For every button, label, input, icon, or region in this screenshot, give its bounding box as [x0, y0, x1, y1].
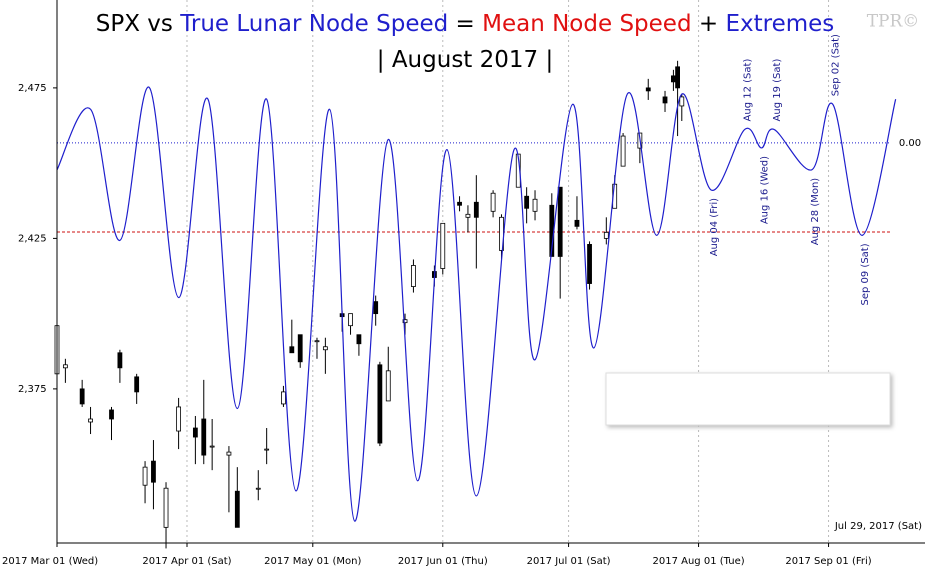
candle-body: [587, 244, 592, 284]
candle-body: [532, 198, 538, 212]
title-part: Mean Node Speed: [482, 11, 691, 37]
marks: [54, 60, 897, 549]
candle-body: [281, 391, 286, 405]
candle-body: [176, 406, 182, 432]
candle-body: [79, 388, 85, 405]
candle-body: [289, 346, 295, 354]
candle-body: [117, 352, 123, 369]
candle-body: [142, 466, 148, 486]
annotation: Sep 09 (Sat): [860, 243, 871, 305]
candle-body: [679, 96, 685, 107]
candle-body: [603, 231, 609, 239]
title-part: SPX vs: [96, 11, 180, 37]
candle-body: [402, 319, 408, 324]
candle-body: [373, 301, 379, 315]
candle-body: [524, 195, 530, 209]
x-tick-label: 2017 May 01 (Mon): [264, 556, 361, 567]
candle-body: [314, 340, 320, 343]
candle-body: [671, 75, 676, 83]
candle-body: [201, 418, 207, 456]
node-speed-line: [56, 86, 897, 522]
candle-body: [465, 213, 471, 218]
grid: [53, 0, 890, 547]
chart-title: SPX vs True Lunar Node Speed = Mean Node…: [96, 11, 835, 37]
candle-body: [356, 334, 362, 345]
y-tick-label: 2,375: [18, 384, 47, 395]
candle-body: [109, 409, 114, 420]
candle-body: [163, 487, 169, 528]
chart-title: | August 2017 |: [377, 47, 553, 73]
candle-body: [234, 490, 240, 528]
candle-body: [574, 219, 580, 227]
candle-body: [348, 313, 353, 327]
candle-body: [322, 346, 328, 351]
title-part: =: [448, 11, 482, 37]
annotation: Aug 16 (Wed): [759, 156, 770, 224]
candle-body: [645, 87, 651, 92]
title-part: +: [692, 11, 726, 37]
candle-body: [557, 186, 563, 257]
note-box: [605, 372, 891, 426]
candle-body: [385, 370, 391, 402]
candle-body: [662, 96, 668, 104]
date-note: Jul 29, 2017 (Sat): [834, 521, 922, 532]
candle-body: [62, 364, 68, 369]
x-tick-label: 2017 Mar 01 (Wed): [2, 556, 98, 567]
annotation: Aug 04 (Fri): [709, 198, 720, 256]
candle-body: [675, 66, 680, 89]
x-tick-label: 2017 Sep 01 (Fri): [785, 556, 871, 567]
candle-body: [255, 487, 261, 490]
y-tick-label: 2,425: [18, 233, 47, 244]
title-part: True Lunar Node Speed: [179, 11, 448, 37]
candle-body: [457, 201, 462, 206]
x-tick-label: 2017 Apr 01 (Sat): [142, 556, 231, 567]
annotation: Aug 19 (Sat): [772, 59, 783, 122]
candle-body: [473, 201, 479, 218]
candle-body: [264, 448, 270, 451]
candle-body: [490, 192, 496, 212]
candle-body: [151, 460, 156, 483]
candle-body: [440, 222, 446, 269]
candle-body: [209, 445, 215, 448]
candle-body: [620, 135, 626, 167]
candle-body: [134, 376, 140, 393]
annotation: Aug 28 (Mon): [810, 178, 821, 246]
candle-body: [297, 334, 303, 363]
title-part: | August 2017 |: [377, 47, 553, 73]
annotation: Sep 02 (Sat): [831, 34, 842, 96]
candle-body: [411, 265, 416, 287]
x-tick-label: 2017 Aug 01 (Tue): [653, 556, 745, 567]
candle-body: [377, 364, 383, 444]
y-tick-label: 2,475: [18, 83, 47, 94]
candle-body: [226, 451, 232, 456]
annotation: Aug 12 (Sat): [743, 59, 754, 122]
y2-tick-label: 0.00: [899, 138, 921, 149]
watermark: TPR©: [867, 12, 920, 32]
title-part: Extremes: [725, 11, 834, 37]
candle-body: [192, 427, 198, 438]
candle-body: [88, 418, 93, 423]
x-tick-label: 2017 Jul 01 (Sat): [527, 556, 611, 567]
x-tick-label: 2017 Jun 01 (Thu): [398, 556, 488, 567]
